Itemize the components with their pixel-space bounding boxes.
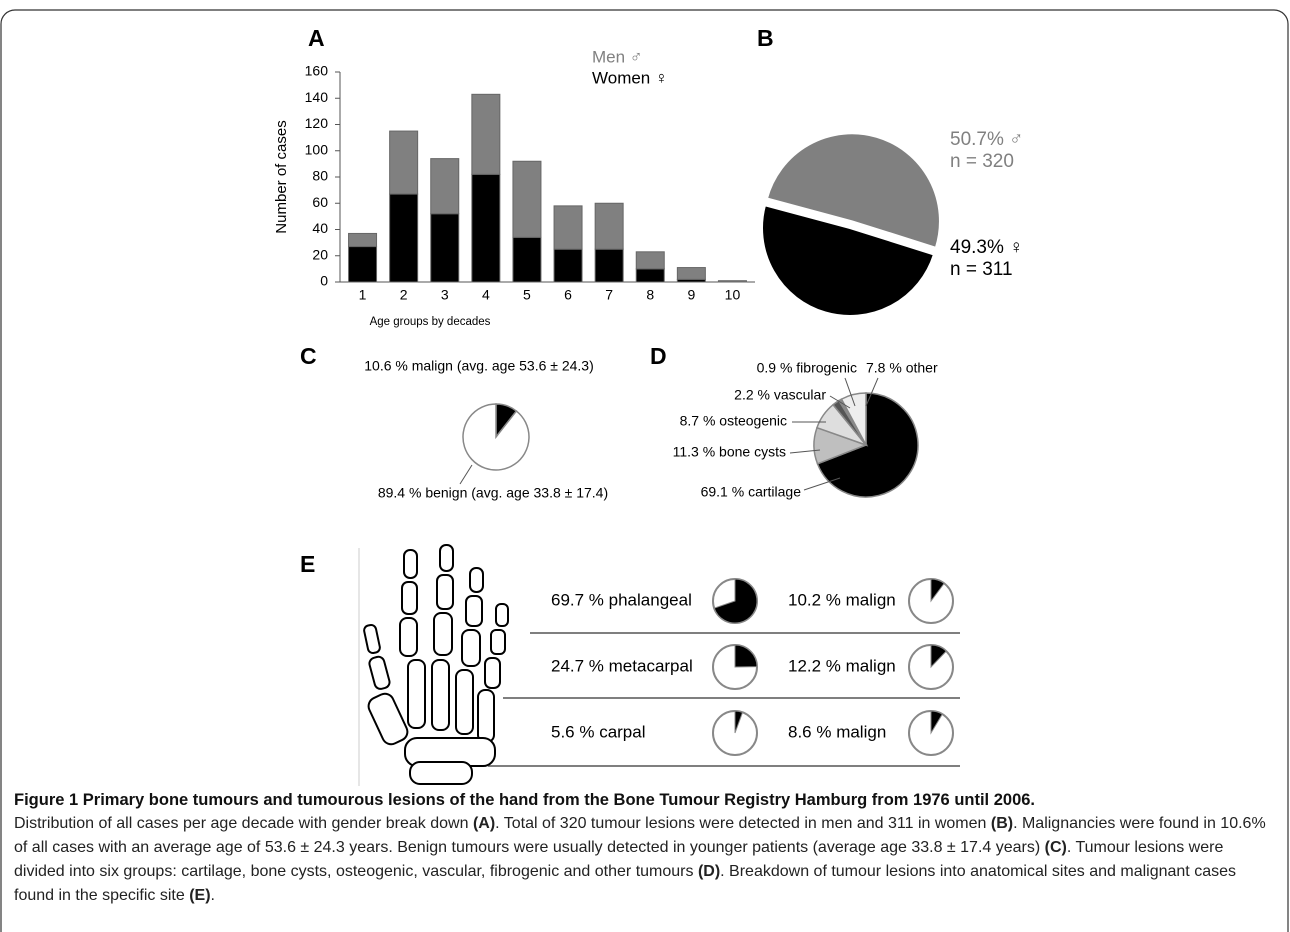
slice-label: 7.8 % other (866, 360, 938, 376)
pie-slice (930, 710, 944, 735)
caption-text: . (210, 887, 215, 904)
caption-title: Figure 1 Primary bone tumours and tumour… (14, 791, 1036, 809)
bar-segment (348, 246, 378, 283)
panel-ref: (B) (990, 815, 1014, 832)
leader-line (844, 377, 856, 407)
x-tick-label: 3 (441, 287, 449, 303)
x-tick-label: 9 (687, 287, 695, 303)
panel-ref: (C) (1044, 839, 1067, 856)
pie-slice (734, 644, 758, 668)
slice-label: 50.7% ♂ (950, 129, 1023, 150)
slice-label: 10.6 % malign (avg. age 53.6 ± 24.3) (364, 358, 594, 374)
bar-segment (635, 268, 665, 283)
bar-segment (389, 130, 419, 195)
site-label: 69.7 % phalangeal (551, 590, 692, 609)
x-tick-label: 7 (605, 287, 613, 303)
pie-slice (761, 203, 936, 317)
slice-label: 69.1 % cartilage (701, 484, 802, 500)
pie-slice (713, 578, 758, 624)
bar-segment (430, 158, 460, 215)
slice-label: 49.3% ♀ (950, 237, 1023, 258)
pie-slice (765, 132, 941, 250)
bar-segment (594, 202, 624, 250)
pie-slice (930, 578, 945, 603)
x-tick-label: 6 (564, 287, 572, 303)
y-axis-label: Number of cases (273, 120, 290, 233)
x-tick-label: 2 (400, 287, 408, 303)
legend-label: Men ♂ (592, 47, 643, 66)
slice-label: 11.3 % bone cysts (673, 444, 786, 460)
x-tick-label: 8 (646, 287, 654, 303)
caption-text: Distribution of all cases per age decade… (14, 815, 473, 832)
caption-text: . Tumour lesions were divided into six g… (14, 839, 1224, 880)
bar-segment (471, 93, 501, 175)
frame (0, 9, 1289, 932)
bar-segment (471, 173, 501, 283)
panel-ref: (E) (189, 887, 211, 904)
x-tick-label: 5 (523, 287, 531, 303)
bar-segment (594, 248, 624, 283)
x-tick-label: 10 (725, 287, 741, 303)
caption-text: . Total of 320 tumour lesions were detec… (495, 815, 991, 832)
leader-line (865, 377, 879, 407)
bar-segment (717, 280, 747, 283)
panel-letter: E (300, 551, 315, 577)
leader-line (789, 449, 821, 454)
panel-letter: B (757, 25, 774, 51)
y-tick-label: 120 (305, 115, 329, 131)
x-tick-label: 4 (482, 287, 490, 303)
panel-ref: (A) (472, 815, 496, 832)
bar-segment (348, 232, 378, 248)
site-label: 10.2 % malign (788, 590, 896, 609)
panel-ref: (D) (697, 863, 721, 880)
pie-slice (930, 644, 947, 669)
count-label: n = 311 (950, 259, 1013, 280)
y-tick-label: 100 (305, 141, 329, 157)
y-tick-label: 0 (320, 273, 328, 289)
y-tick-label: 140 (305, 89, 329, 105)
bar-segment (553, 248, 583, 283)
leader-line (829, 395, 851, 409)
site-label: 24.7 % metacarpal (551, 656, 693, 675)
y-tick-label: 160 (305, 63, 329, 79)
bar-segment (512, 236, 542, 283)
y-tick-label: 80 (312, 168, 328, 184)
slice-label: 89.4 % benign (avg. age 33.8 ± 17.4) (378, 485, 608, 501)
panel-letter: C (300, 343, 317, 369)
caption-text: . Malignancies were found in 10.6% of al… (14, 815, 1266, 856)
pie-slice (734, 710, 744, 734)
slice-label: 0.9 % fibrogenic (757, 360, 857, 376)
y-tick-label: 20 (312, 246, 328, 262)
bar-segment (389, 193, 419, 283)
pie-slice (840, 392, 867, 446)
hand-illustration (358, 544, 509, 786)
y-tick-label: 40 (312, 220, 328, 236)
slice-label: 2.2 % vascular (734, 387, 826, 403)
slice-label: 8.7 % osteogenic (680, 413, 787, 429)
caption-body: Distribution of all cases per age decade… (14, 812, 1276, 908)
leader-line (459, 464, 473, 485)
caption-text: . Breakdown of tumour lesions into anato… (14, 863, 1236, 904)
site-label: 12.2 % malign (788, 656, 896, 675)
site-label: 5.6 % carpal (551, 722, 646, 741)
panel-letter: A (308, 25, 325, 51)
panel-letter: D (650, 343, 667, 369)
y-tick-label: 60 (312, 194, 328, 210)
leader-line (803, 477, 841, 491)
pie-slice (462, 403, 530, 471)
bar-segment (512, 160, 542, 238)
caption: Figure 1 Primary bone tumours and tumour… (14, 788, 1276, 908)
site-label: 8.6 % malign (788, 722, 886, 741)
x-axis-label: Age groups by decades (370, 316, 491, 328)
bar-segment (635, 251, 665, 270)
x-tick-label: 1 (359, 287, 367, 303)
legend-label: Women ♀ (592, 68, 668, 87)
count-label: n = 320 (950, 151, 1014, 172)
bar-segment (553, 205, 583, 250)
bar-segment (430, 213, 460, 283)
bar-segment (676, 267, 706, 280)
